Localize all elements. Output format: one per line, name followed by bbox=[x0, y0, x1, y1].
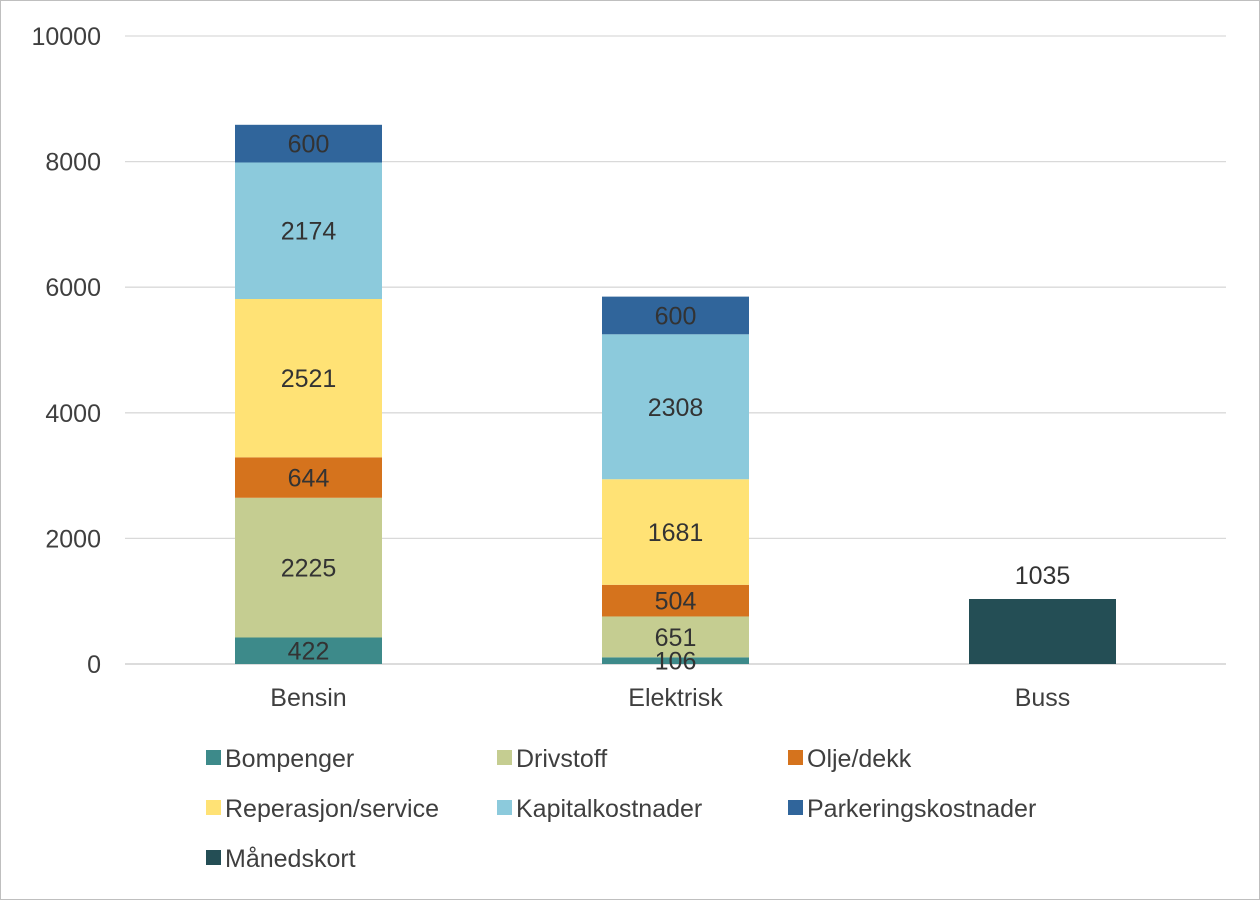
legend-item: Parkeringskostnader bbox=[788, 795, 1036, 823]
data-label: 2308 bbox=[648, 394, 704, 422]
y-tick-label: 6000 bbox=[45, 274, 101, 302]
x-tick-label: Buss bbox=[1015, 684, 1071, 712]
y-tick-label: 0 bbox=[87, 651, 101, 679]
y-tick-label: 2000 bbox=[45, 525, 101, 553]
bar-segment bbox=[235, 497, 382, 638]
data-label: 644 bbox=[288, 465, 330, 493]
data-label: 600 bbox=[655, 302, 697, 330]
legend-item: Drivstoff bbox=[497, 745, 607, 773]
data-label: 2225 bbox=[281, 555, 337, 583]
legend-item: Kapitalkostnader bbox=[497, 795, 702, 823]
data-label: 2521 bbox=[281, 365, 337, 393]
legend-swatch bbox=[497, 800, 512, 815]
bar-segment bbox=[969, 599, 1116, 664]
legend: Bompenger Drivstoff Olje/dekk Reperasjon/se… bbox=[206, 745, 1036, 873]
y-axis: 0 2000 4000 6000 8000 10000 bbox=[31, 23, 101, 679]
legend-label: Reperasjon/service bbox=[225, 795, 439, 823]
legend-swatch bbox=[497, 750, 512, 765]
legend-swatch bbox=[206, 850, 221, 865]
bar-segment bbox=[602, 616, 749, 658]
x-axis: Bensin Elektrisk Buss bbox=[270, 684, 1070, 712]
data-label: 106 bbox=[655, 648, 697, 676]
y-tick-label: 10000 bbox=[31, 23, 101, 51]
y-tick-label: 4000 bbox=[45, 400, 101, 428]
x-tick-label: Bensin bbox=[270, 684, 346, 712]
bar-segment bbox=[602, 334, 749, 480]
legend-label: Bompenger bbox=[225, 745, 354, 773]
bar-segment bbox=[235, 124, 382, 163]
legend-swatch bbox=[206, 750, 221, 765]
legend-item: Månedskort bbox=[206, 845, 356, 873]
x-tick-label: Elektrisk bbox=[628, 684, 723, 712]
data-label: 651 bbox=[655, 624, 697, 652]
bar-segment bbox=[602, 479, 749, 585]
legend-item: Bompenger bbox=[206, 745, 354, 773]
data-label: 504 bbox=[655, 588, 697, 616]
bar-segment bbox=[602, 584, 749, 617]
bar-segment bbox=[235, 162, 382, 300]
legend-swatch bbox=[788, 800, 803, 815]
legend-item: Olje/dekk bbox=[788, 745, 912, 773]
data-label: 2174 bbox=[281, 218, 337, 246]
legend-label: Drivstoff bbox=[516, 745, 607, 773]
y-tick-label: 8000 bbox=[45, 149, 101, 177]
bar-segment bbox=[235, 299, 382, 458]
legend-swatch bbox=[206, 800, 221, 815]
legend-item: Reperasjon/service bbox=[206, 795, 439, 823]
legend-swatch bbox=[788, 750, 803, 765]
data-label: 1681 bbox=[648, 519, 704, 547]
legend-label: Olje/dekk bbox=[807, 745, 912, 773]
data-label: 1035 bbox=[1015, 562, 1071, 590]
bar-segment bbox=[235, 637, 382, 664]
bars bbox=[235, 124, 1116, 664]
legend-label: Kapitalkostnader bbox=[516, 795, 702, 823]
data-label: 422 bbox=[288, 638, 330, 666]
legend-label: Månedskort bbox=[225, 845, 356, 873]
data-label: 600 bbox=[288, 131, 330, 159]
bar-segment bbox=[602, 657, 749, 664]
bar-segment bbox=[235, 457, 382, 498]
legend-label: Parkeringskostnader bbox=[807, 795, 1036, 823]
bar-segment bbox=[602, 296, 749, 335]
